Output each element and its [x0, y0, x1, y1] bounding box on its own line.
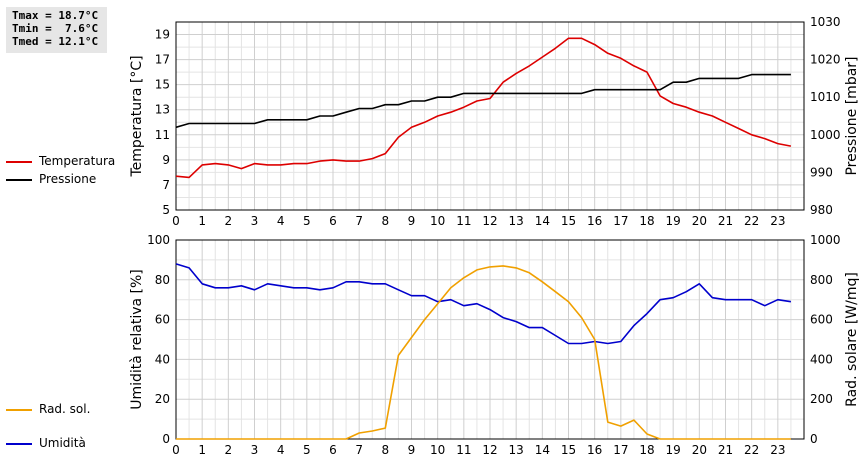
- y-tick-label: 17: [155, 53, 170, 67]
- series-line-temperatura: [175, 37, 792, 179]
- x-tick-label: 23: [770, 214, 785, 228]
- x-tick-label: 19: [666, 443, 681, 457]
- x-tick-label: 12: [482, 214, 497, 228]
- x-tick-label: 17: [613, 214, 628, 228]
- x-tick-label: 12: [482, 443, 497, 457]
- y-axis-title: Umidità relativa [%]: [129, 269, 145, 410]
- y-tick-label: 15: [155, 78, 170, 92]
- y-right-tick-label: 1010: [810, 90, 841, 104]
- stats-box: Tmax = 18.7°C Tmin = 7.6°C Tmed = 12.1°C: [6, 7, 107, 53]
- y-right-tick-label: 0: [810, 432, 818, 446]
- y-tick-label: 5: [162, 203, 170, 217]
- y-right-tick-label: 1000: [810, 233, 841, 247]
- y-right-tick-label: 400: [810, 352, 833, 366]
- x-tick-label: 15: [561, 214, 576, 228]
- y-tick-label: 40: [155, 352, 170, 366]
- legend-swatch-pressione: [6, 179, 32, 181]
- y-tick-label: 80: [155, 273, 170, 287]
- y-tick-label: 100: [147, 233, 170, 247]
- legend-label-umidita: Umidità: [39, 436, 86, 450]
- x-tick-label: 11: [456, 443, 471, 457]
- x-tick-label: 19: [666, 214, 681, 228]
- x-tick-label: 9: [408, 214, 416, 228]
- x-tick-label: 15: [561, 443, 576, 457]
- x-tick-label: 13: [509, 443, 524, 457]
- x-tick-label: 0: [172, 443, 180, 457]
- y-axis-title-right: Rad. solare [W/mq]: [844, 272, 860, 407]
- x-tick-label: 14: [535, 443, 550, 457]
- y-right-tick-label: 990: [810, 165, 833, 179]
- x-tick-label: 7: [355, 214, 363, 228]
- y-tick-label: 0: [162, 432, 170, 446]
- y-tick-label: 60: [155, 313, 170, 327]
- x-tick-label: 3: [251, 214, 259, 228]
- x-tick-label: 5: [303, 214, 311, 228]
- x-tick-label: 18: [639, 443, 654, 457]
- plot-frame: [175, 21, 805, 211]
- y-tick-label: 13: [155, 103, 170, 117]
- y-right-tick-label: 800: [810, 273, 833, 287]
- legend-label-temperatura: Temperatura: [39, 154, 116, 168]
- y-tick-label: 9: [162, 153, 170, 167]
- plot-frame: [175, 239, 805, 440]
- y-right-tick-label: 600: [810, 313, 833, 327]
- y-right-tick-label: 1000: [810, 128, 841, 142]
- x-tick-label: 10: [430, 214, 445, 228]
- series-line-pressione: [175, 73, 791, 129]
- x-tick-label: 13: [509, 214, 524, 228]
- x-tick-label: 1: [198, 443, 206, 457]
- x-tick-label: 3: [251, 443, 259, 457]
- x-tick-label: 20: [692, 443, 707, 457]
- y-right-tick-label: 1030: [810, 15, 841, 29]
- legend-label-pressione: Pressione: [39, 172, 97, 186]
- x-tick-label: 1: [198, 214, 206, 228]
- x-tick-label: 21: [718, 443, 733, 457]
- x-tick-label: 16: [587, 214, 602, 228]
- x-tick-label: 2: [225, 443, 233, 457]
- x-tick-label: 8: [382, 443, 390, 457]
- x-tick-label: 14: [535, 214, 550, 228]
- x-tick-label: 4: [277, 443, 285, 457]
- x-tick-label: 22: [744, 443, 759, 457]
- legend-swatch-umidita: [6, 443, 32, 445]
- y-right-tick-label: 1020: [810, 53, 841, 67]
- x-tick-label: 16: [587, 443, 602, 457]
- x-tick-label: 5: [303, 443, 311, 457]
- legend-swatch-temperatura: [6, 161, 32, 163]
- x-tick-label: 7: [355, 443, 363, 457]
- x-tick-label: 6: [329, 214, 337, 228]
- y-tick-label: 19: [155, 28, 170, 42]
- y-right-tick-label: 200: [810, 392, 833, 406]
- x-tick-label: 21: [718, 214, 733, 228]
- x-tick-label: 2: [225, 214, 233, 228]
- x-tick-label: 17: [613, 443, 628, 457]
- x-tick-label: 9: [408, 443, 416, 457]
- x-tick-label: 10: [430, 443, 445, 457]
- x-tick-label: 0: [172, 214, 180, 228]
- legend-swatch-rad-sol: [6, 409, 32, 411]
- stat-tmin: Tmin = 7.6°C: [12, 22, 99, 35]
- y-axis-title: Temperatura [°C]: [129, 55, 145, 177]
- series-line-rad-sol: [176, 265, 791, 440]
- x-tick-label: 20: [692, 214, 707, 228]
- y-tick-label: 7: [162, 178, 170, 192]
- stat-tmed: Tmed = 12.1°C: [12, 35, 99, 48]
- x-tick-label: 22: [744, 214, 759, 228]
- x-tick-label: 11: [456, 214, 471, 228]
- x-tick-label: 8: [382, 214, 390, 228]
- y-right-tick-label: 980: [810, 203, 833, 217]
- legend-label-rad-sol: Rad. sol.: [39, 402, 91, 416]
- x-tick-label: 18: [639, 214, 654, 228]
- y-tick-label: 20: [155, 392, 170, 406]
- y-tick-label: 11: [155, 128, 170, 142]
- y-axis-title-right: Pressione [mbar]: [844, 56, 860, 175]
- series-line-umidit: [175, 263, 792, 345]
- stat-tmax: Tmax = 18.7°C: [12, 9, 99, 22]
- x-tick-label: 4: [277, 214, 285, 228]
- x-tick-label: 23: [770, 443, 785, 457]
- x-tick-label: 6: [329, 443, 337, 457]
